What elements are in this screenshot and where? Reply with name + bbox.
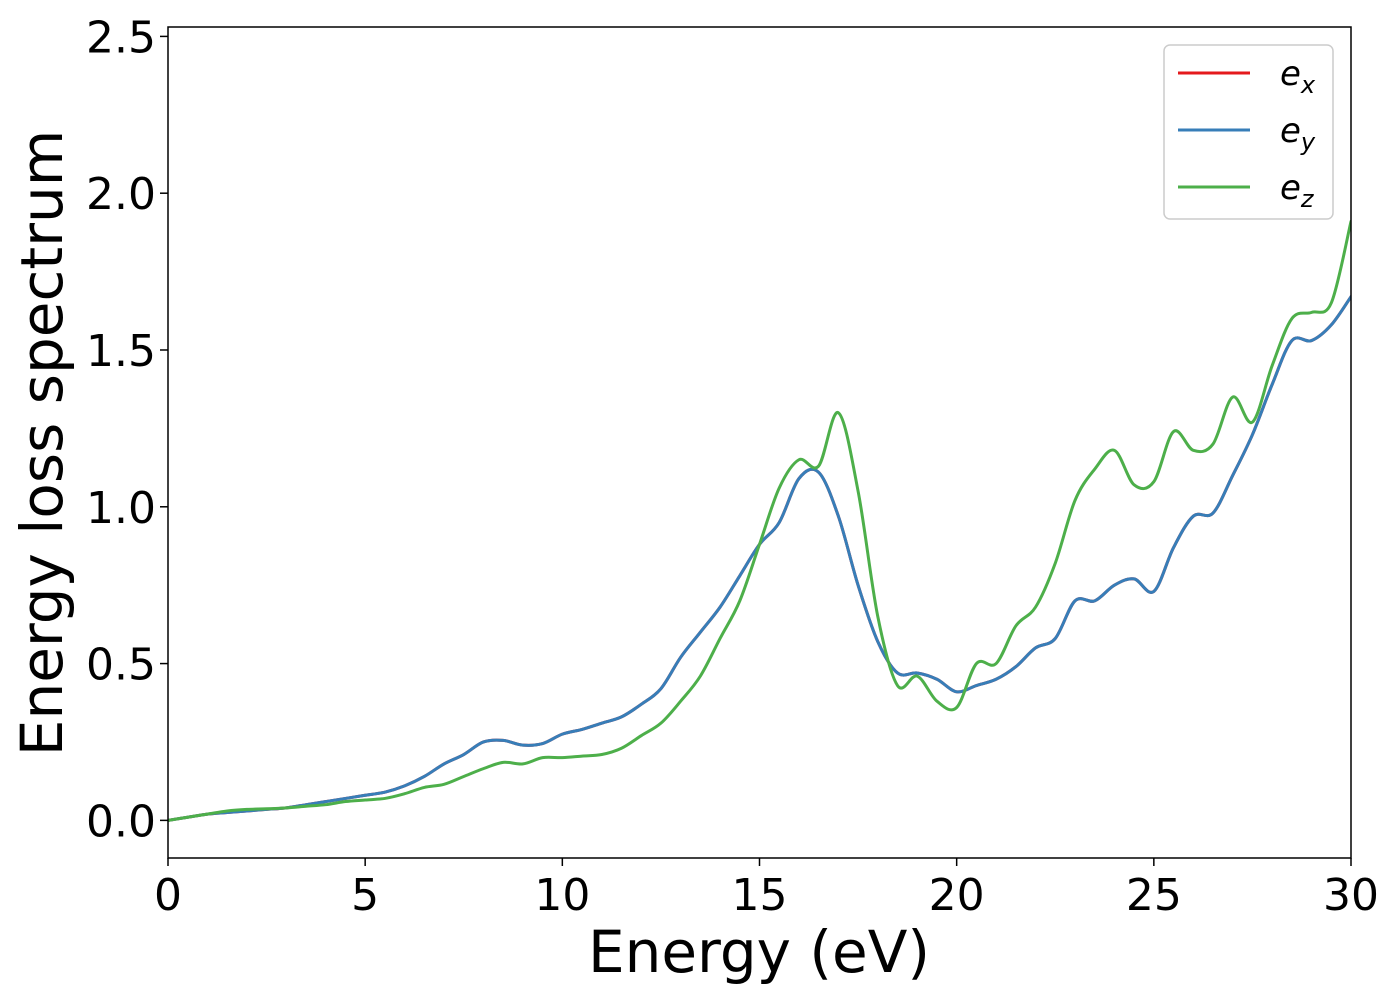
- legend-label-sub: x: [1300, 71, 1316, 99]
- y-tick-label: 0.5: [86, 640, 156, 691]
- y-axis: 0.0 0.5 1.0 1.5 2.0 2.5: [86, 12, 168, 847]
- x-axis: 0 5 10 15 20 25 30: [154, 858, 1379, 921]
- x-tick-label: 25: [1126, 870, 1182, 921]
- y-axis-label: Energy loss spectrum: [8, 130, 76, 756]
- legend-box: [1163, 44, 1334, 220]
- x-tick-label: 0: [154, 870, 182, 921]
- x-tick-label: 5: [351, 870, 379, 921]
- legend-label-y: ey: [1280, 111, 1316, 156]
- legend-label-sub: y: [1300, 128, 1316, 156]
- x-axis-label: Energy (eV): [588, 918, 930, 986]
- y-tick-label: 1.5: [86, 326, 156, 377]
- series-line-z: [168, 219, 1351, 822]
- legend-label-z: ez: [1280, 168, 1315, 213]
- y-tick-label: 2.5: [86, 12, 156, 63]
- x-tick-label: 10: [534, 870, 590, 921]
- legend-label-base: e: [1280, 111, 1301, 151]
- series-layer: [168, 219, 1351, 822]
- legend-label-base: e: [1280, 168, 1301, 208]
- legend-label-x: ex: [1280, 54, 1316, 99]
- x-tick-label: 15: [732, 870, 788, 921]
- x-tick-label: 30: [1323, 870, 1379, 921]
- legend-label-sub: z: [1300, 185, 1315, 213]
- x-tick-label: 20: [929, 870, 985, 921]
- y-tick-label: 1.0: [86, 483, 156, 534]
- y-tick-label: 2.0: [86, 169, 156, 220]
- y-tick-label: 0.0: [86, 796, 156, 847]
- legend-label-base: e: [1280, 54, 1301, 94]
